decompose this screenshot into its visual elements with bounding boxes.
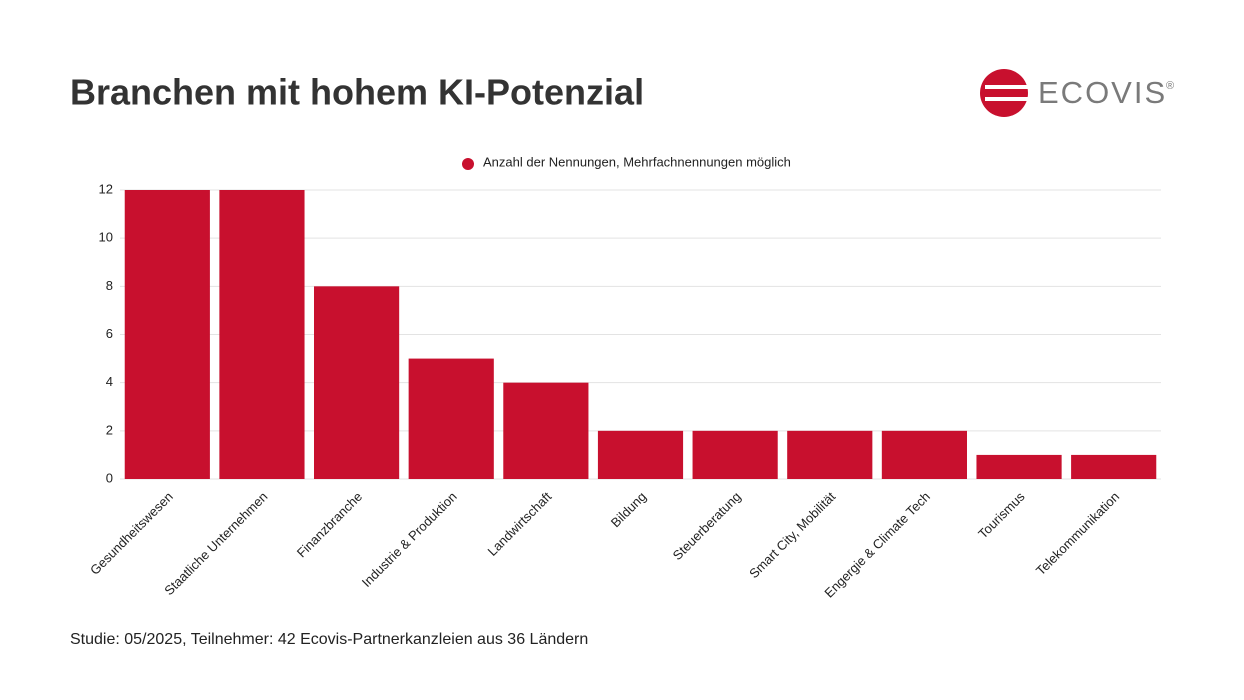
footnote: Studie: 05/2025, Teilnehmer: 42 Ecovis-P… bbox=[70, 631, 588, 648]
y-tick-label: 8 bbox=[106, 278, 113, 293]
x-tick-label: Telekommunikation bbox=[1033, 489, 1122, 578]
y-tick-label: 2 bbox=[106, 422, 113, 437]
logo-stripe bbox=[985, 97, 1029, 101]
y-tick-label: 10 bbox=[99, 230, 113, 245]
x-tick-label: Steuerberatung bbox=[670, 489, 744, 563]
y-tick-label: 12 bbox=[99, 181, 113, 196]
y-tick-label: 4 bbox=[106, 374, 113, 389]
bar bbox=[787, 430, 873, 479]
bar bbox=[692, 430, 778, 479]
x-tick-label: Tourismus bbox=[975, 489, 1028, 542]
x-tick-label: Smart City, Mobilität bbox=[746, 489, 838, 581]
bar bbox=[881, 430, 967, 479]
x-tick-label: Staatliche Unternehmen bbox=[161, 489, 270, 598]
legend-label: Anzahl der Nennungen, Mehrfachnennungen … bbox=[483, 154, 791, 169]
bar bbox=[1071, 454, 1157, 479]
bar bbox=[314, 286, 400, 479]
bar bbox=[408, 358, 494, 479]
bar bbox=[219, 190, 305, 479]
bar bbox=[124, 190, 210, 479]
logo: ECOVIS ® bbox=[980, 69, 1174, 117]
bar bbox=[597, 430, 684, 479]
legend-swatch bbox=[462, 158, 474, 170]
y-tick-label: 0 bbox=[106, 470, 113, 485]
x-tick-label: Bildung bbox=[608, 489, 649, 530]
x-tick-label: Gesundheitswesen bbox=[87, 489, 176, 578]
logo-stripe bbox=[985, 85, 1029, 89]
logo-icon bbox=[980, 69, 1028, 117]
x-tick-label: Industrie & Produktion bbox=[359, 489, 460, 590]
x-tick-label: Engergie & Climate Tech bbox=[821, 489, 933, 601]
logo-mark: ® bbox=[1166, 80, 1174, 92]
bar bbox=[976, 454, 1062, 479]
bar bbox=[503, 382, 589, 479]
y-tick-label: 6 bbox=[106, 326, 113, 341]
x-tick-label: Landwirtschaft bbox=[485, 489, 555, 559]
x-tick-label: Finanzbranche bbox=[294, 489, 365, 560]
chart-title: Branchen mit hohem KI-Potenzial bbox=[70, 72, 644, 113]
logo-text: ECOVIS bbox=[1038, 75, 1167, 110]
